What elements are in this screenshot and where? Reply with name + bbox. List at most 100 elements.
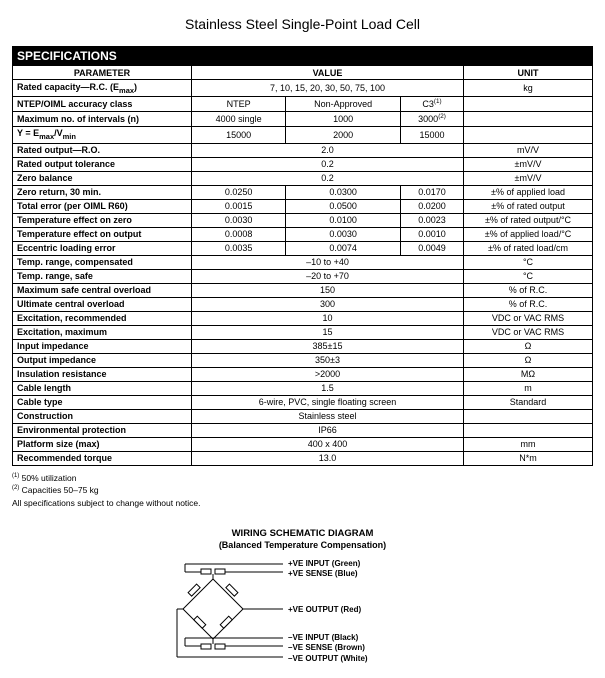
- footnotes: (1) 50% utilization(2) Capacities 50–75 …: [12, 472, 593, 510]
- unit-cell: mV/V: [464, 143, 593, 157]
- unit-cell: Ω: [464, 339, 593, 353]
- unit-cell: ±% of rated output/°C: [464, 213, 593, 227]
- param-cell: Excitation, maximum: [13, 325, 192, 339]
- table-row: Input impedance385±15Ω: [13, 339, 593, 353]
- value-cell: Stainless steel: [192, 409, 464, 423]
- param-cell: Zero balance: [13, 171, 192, 185]
- wiring-diagram: WIRING SCHEMATIC DIAGRAM (Balanced Tempe…: [12, 528, 593, 666]
- value-cell: 0.0250: [192, 185, 286, 199]
- param-cell: Maximum safe central overload: [13, 283, 192, 297]
- unit-cell: °C: [464, 255, 593, 269]
- table-row: Platform size (max)400 x 400mm: [13, 437, 593, 451]
- unit-cell: ±% of rated output: [464, 199, 593, 213]
- value-cell: 0.0170: [401, 185, 464, 199]
- value-cell: 13.0: [192, 451, 464, 465]
- table-row: Temperature effect on zero0.00300.01000.…: [13, 213, 593, 227]
- table-row: Recommended torque13.0N*m: [13, 451, 593, 465]
- table-row: Cable length1.5m: [13, 381, 593, 395]
- value-cell: Non-Approved: [286, 96, 401, 111]
- label-minus-sense: –VE SENSE (Brown): [288, 643, 365, 652]
- param-cell: Maximum no. of intervals (n): [13, 111, 192, 126]
- value-cell: 0.0500: [286, 199, 401, 213]
- unit-cell: [464, 423, 593, 437]
- unit-cell: VDC or VAC RMS: [464, 325, 593, 339]
- unit-cell: m: [464, 381, 593, 395]
- value-cell: 350±3: [192, 353, 464, 367]
- table-row: ConstructionStainless steel: [13, 409, 593, 423]
- value-cell: 385±15: [192, 339, 464, 353]
- param-cell: Excitation, recommended: [13, 311, 192, 325]
- value-cell: 0.2: [192, 171, 464, 185]
- value-cell: 0.0008: [192, 227, 286, 241]
- unit-cell: [464, 96, 593, 111]
- param-cell: Cable length: [13, 381, 192, 395]
- value-cell: 0.0015: [192, 199, 286, 213]
- table-row: Excitation, recommended10VDC or VAC RMS: [13, 311, 593, 325]
- unit-cell: [464, 111, 593, 126]
- param-cell: Rated output—R.O.: [13, 143, 192, 157]
- table-row: Zero return, 30 min.0.02500.03000.0170±%…: [13, 185, 593, 199]
- param-cell: Rated capacity—R.C. (Emax): [13, 80, 192, 97]
- table-row: Cable type6-wire, PVC, single floating s…: [13, 395, 593, 409]
- unit-cell: ±% of rated load/cm: [464, 241, 593, 255]
- param-cell: Temperature effect on output: [13, 227, 192, 241]
- value-cell: 7, 10, 15, 20, 30, 50, 75, 100: [192, 80, 464, 97]
- table-row: Eccentric loading error0.00350.00740.004…: [13, 241, 593, 255]
- label-minus-output: –VE OUTPUT (White): [288, 654, 368, 663]
- value-cell: 2.0: [192, 143, 464, 157]
- value-cell: 150: [192, 283, 464, 297]
- value-cell: 10: [192, 311, 464, 325]
- value-cell: 0.0030: [192, 213, 286, 227]
- col-unit: UNIT: [464, 66, 593, 80]
- param-cell: Total error (per OIML R60): [13, 199, 192, 213]
- value-cell: 6-wire, PVC, single floating screen: [192, 395, 464, 409]
- specifications-header: SPECIFICATIONS: [12, 46, 593, 65]
- page-title: Stainless Steel Single-Point Load Cell: [12, 16, 593, 32]
- table-row: Environmental protectionIP66: [13, 423, 593, 437]
- unit-cell: ±% of applied load: [464, 185, 593, 199]
- value-cell: 15: [192, 325, 464, 339]
- value-cell: 15000: [192, 126, 286, 143]
- value-cell: 0.0074: [286, 241, 401, 255]
- unit-cell: N*m: [464, 451, 593, 465]
- value-cell: IP66: [192, 423, 464, 437]
- unit-cell: ±mV/V: [464, 171, 593, 185]
- value-cell: 0.0023: [401, 213, 464, 227]
- param-cell: Output impedance: [13, 353, 192, 367]
- value-cell: 1.5: [192, 381, 464, 395]
- value-cell: 0.0010: [401, 227, 464, 241]
- label-plus-output: +VE OUTPUT (Red): [288, 605, 361, 614]
- table-row: Output impedance350±3Ω: [13, 353, 593, 367]
- label-plus-input: +VE INPUT (Green): [288, 559, 361, 568]
- value-cell: 0.0200: [401, 199, 464, 213]
- value-cell: –10 to +40: [192, 255, 464, 269]
- param-cell: Temperature effect on zero: [13, 213, 192, 227]
- unit-cell: Standard: [464, 395, 593, 409]
- col-param: PARAMETER: [13, 66, 192, 80]
- col-value: VALUE: [192, 66, 464, 80]
- unit-cell: ±% of applied load/°C: [464, 227, 593, 241]
- param-cell: Temp. range, compensated: [13, 255, 192, 269]
- table-row: Insulation resistance>2000MΩ: [13, 367, 593, 381]
- value-cell: 0.2: [192, 157, 464, 171]
- param-cell: Rated output tolerance: [13, 157, 192, 171]
- param-cell: Insulation resistance: [13, 367, 192, 381]
- value-cell: 0.0300: [286, 185, 401, 199]
- table-row: Excitation, maximum15VDC or VAC RMS: [13, 325, 593, 339]
- label-plus-sense: +VE SENSE (Blue): [288, 569, 358, 578]
- table-row: Y = Emax/Vmin15000200015000: [13, 126, 593, 143]
- table-row: Temperature effect on output0.00080.0030…: [13, 227, 593, 241]
- unit-cell: °C: [464, 269, 593, 283]
- value-cell: 400 x 400: [192, 437, 464, 451]
- value-cell: NTEP: [192, 96, 286, 111]
- param-cell: Recommended torque: [13, 451, 192, 465]
- unit-cell: ±mV/V: [464, 157, 593, 171]
- table-row: NTEP/OIML accuracy classNTEPNon-Approved…: [13, 96, 593, 111]
- table-row: Temp. range, safe–20 to +70°C: [13, 269, 593, 283]
- unit-cell: Ω: [464, 353, 593, 367]
- param-cell: Construction: [13, 409, 192, 423]
- table-row: Temp. range, compensated–10 to +40°C: [13, 255, 593, 269]
- unit-cell: [464, 409, 593, 423]
- value-cell: 1000: [286, 111, 401, 126]
- table-row: Ultimate central overload300% of R.C.: [13, 297, 593, 311]
